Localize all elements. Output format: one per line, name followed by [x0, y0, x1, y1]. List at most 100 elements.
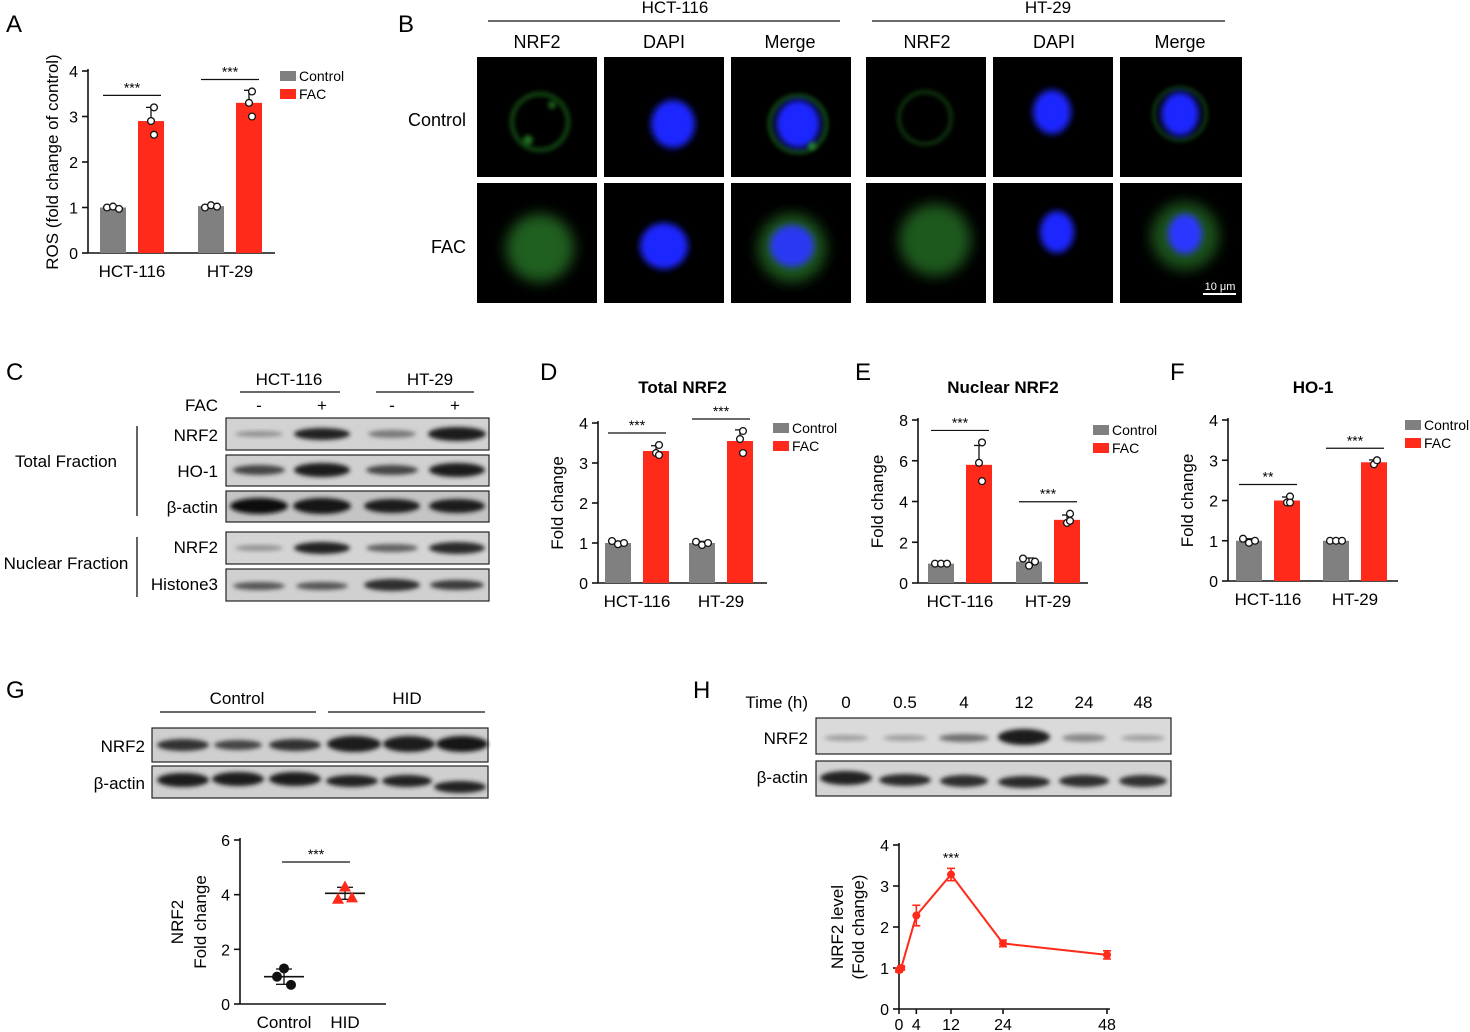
data-point — [1285, 498, 1295, 507]
data-point — [703, 538, 713, 548]
legend-label: FAC — [299, 86, 326, 102]
y-axis-label: Fold change — [548, 456, 567, 550]
y-axis-label: (Fold change) — [849, 875, 868, 980]
data-point — [691, 537, 701, 546]
data-point — [999, 939, 1007, 948]
panel-letter-h: H — [693, 677, 710, 704]
significance-label: *** — [124, 79, 141, 95]
data-point — [942, 559, 952, 568]
b-col-label: NRF2 — [903, 32, 950, 52]
x-tick-label: 24 — [994, 1017, 1012, 1032]
significance-label: *** — [1347, 432, 1364, 448]
c-band-label: NRF2 — [174, 426, 218, 445]
data-point — [1065, 509, 1075, 518]
y-axis-label: Fold change — [868, 455, 887, 549]
c-group-label: HCT-116 — [256, 370, 323, 389]
y-axis-label: ROS (fold change of control) — [43, 54, 62, 269]
y-tick-label: 0 — [579, 576, 588, 593]
c-fac-sign: + — [317, 396, 327, 415]
panel-letter-c: C — [6, 359, 23, 386]
c-section-label-nuclear: Nuclear Fraction — [4, 554, 129, 573]
series-line — [898, 872, 1108, 971]
h-time-tick: 0 — [841, 693, 850, 712]
y-tick-label: 4 — [69, 64, 78, 81]
y-tick-label: 8 — [899, 413, 908, 430]
bar-fac — [1361, 462, 1387, 581]
bar-control — [1016, 561, 1042, 583]
bar-fac — [138, 121, 164, 253]
data-point — [1250, 536, 1260, 545]
blot-strip — [225, 417, 490, 451]
nrf2-stain-fac — [506, 214, 574, 282]
data-point — [738, 426, 748, 436]
b-group-label-hct116: HCT-116 — [642, 0, 709, 17]
data-point — [619, 538, 629, 548]
blot-strip — [151, 727, 489, 763]
data-point — [247, 87, 257, 96]
legend-label: Control — [299, 68, 344, 84]
y-tick-label: 3 — [579, 456, 588, 473]
data-point — [1065, 516, 1075, 525]
y-tick-label: 2 — [69, 155, 78, 172]
x-tick-label: HT-29 — [698, 592, 744, 611]
b-row-label-control: Control — [408, 110, 466, 130]
blot-strip — [225, 568, 490, 602]
c-fac-label: FAC — [185, 396, 218, 415]
c-band-label: HO-1 — [177, 462, 218, 481]
y-tick-label: 0 — [880, 1002, 889, 1019]
y-axis-label: Fold change — [1178, 454, 1197, 548]
x-tick-label: HCT-116 — [1235, 590, 1302, 609]
data-point — [1103, 950, 1111, 959]
micrograph-tile — [477, 57, 597, 177]
c-fac-sign: - — [256, 396, 262, 415]
data-point — [912, 911, 921, 920]
significance-label: *** — [713, 403, 730, 419]
merge-fac — [758, 214, 826, 282]
data-point — [114, 204, 124, 213]
nrf2-stain-control — [509, 91, 571, 153]
h-time-tick: 12 — [1015, 693, 1034, 712]
x-tick-label: HT-29 — [207, 262, 253, 281]
h-band-label: β-actin — [757, 768, 808, 787]
significance-label: *** — [629, 417, 646, 433]
legend-swatch-fac — [280, 89, 296, 99]
y-tick-label: 1 — [1209, 534, 1218, 551]
data-point — [947, 870, 955, 879]
data-point — [1337, 536, 1347, 545]
data-point — [738, 448, 748, 458]
chart-d-total-nrf2: 0 1 2 3 4 Fold change Total NRF2 HCT-116 *** HT-2… — [548, 378, 837, 611]
bar-fac — [1054, 519, 1080, 583]
b-col-label: DAPI — [643, 32, 685, 52]
panel-g-western-blot: Control HID NRF2 β-actin — [94, 689, 489, 799]
panel-letter-b: B — [398, 11, 414, 38]
y-tick-label: 4 — [899, 495, 908, 512]
chart-f-ho1: 0 1 2 3 4 Fold change HO-1 HCT-116 ** HT-29 *** Con… — [1178, 378, 1469, 609]
panel-letter-a: A — [6, 11, 22, 38]
g-band-label: β-actin — [94, 774, 145, 793]
b-col-label: NRF2 — [513, 32, 560, 52]
x-tick-label: HCT-116 — [927, 592, 994, 611]
blot-strip — [225, 531, 490, 565]
blot-strip — [815, 717, 1172, 755]
y-tick-label: 4 — [880, 838, 889, 855]
y-axis-label: NRF2 level — [828, 885, 847, 969]
data-point — [1030, 557, 1040, 566]
x-tick-label: 4 — [912, 1017, 921, 1032]
significance-label: *** — [952, 414, 969, 430]
y-tick-label: 3 — [69, 110, 78, 127]
data-point — [1018, 554, 1028, 563]
merge-fac — [1151, 202, 1219, 270]
y-tick-label: 4 — [221, 888, 230, 905]
legend-swatch-control — [280, 71, 296, 81]
y-tick-label: 4 — [1209, 413, 1218, 430]
data-point — [272, 971, 282, 982]
chart-g-nrf2-hid: 0 2 4 6 NRF2 Fold change Control HID *** — [168, 833, 386, 1032]
data-point — [1238, 534, 1248, 543]
y-tick-label: 2 — [1209, 494, 1218, 511]
y-tick-label: 2 — [899, 535, 908, 552]
y-tick-label: 3 — [1209, 453, 1218, 470]
dapi-nucleus — [1040, 211, 1074, 253]
significance-label: *** — [1040, 486, 1057, 502]
data-point — [974, 458, 984, 467]
